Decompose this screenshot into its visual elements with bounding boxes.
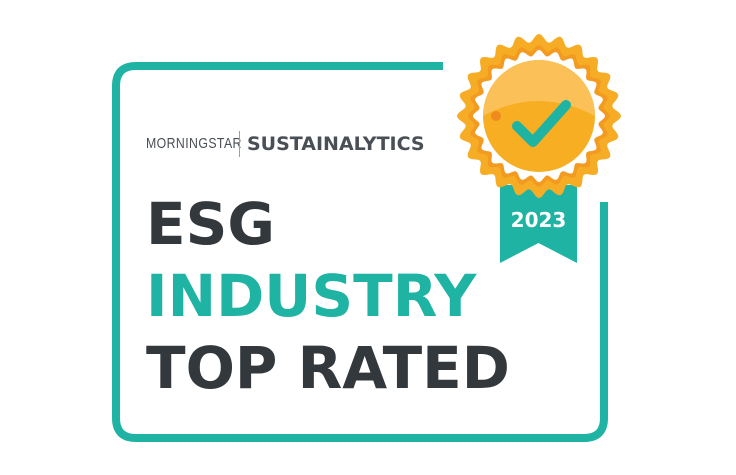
medal-icon bbox=[457, 34, 621, 198]
frame-border bbox=[112, 62, 608, 442]
sustainalytics-logo: SUSTAINALYTICS bbox=[247, 133, 425, 155]
title-esg: ESG bbox=[146, 190, 275, 258]
badge-year: 2023 bbox=[510, 208, 567, 232]
check-icon bbox=[512, 100, 571, 147]
logo-divider bbox=[239, 131, 240, 157]
title-industry: INDUSTRY bbox=[146, 262, 477, 330]
morningstar-logo: MORNINGSTAR bbox=[146, 135, 242, 152]
ribbon bbox=[500, 185, 577, 263]
title-top-rated: TOP RATED bbox=[146, 334, 510, 402]
medal-dot bbox=[491, 111, 501, 121]
